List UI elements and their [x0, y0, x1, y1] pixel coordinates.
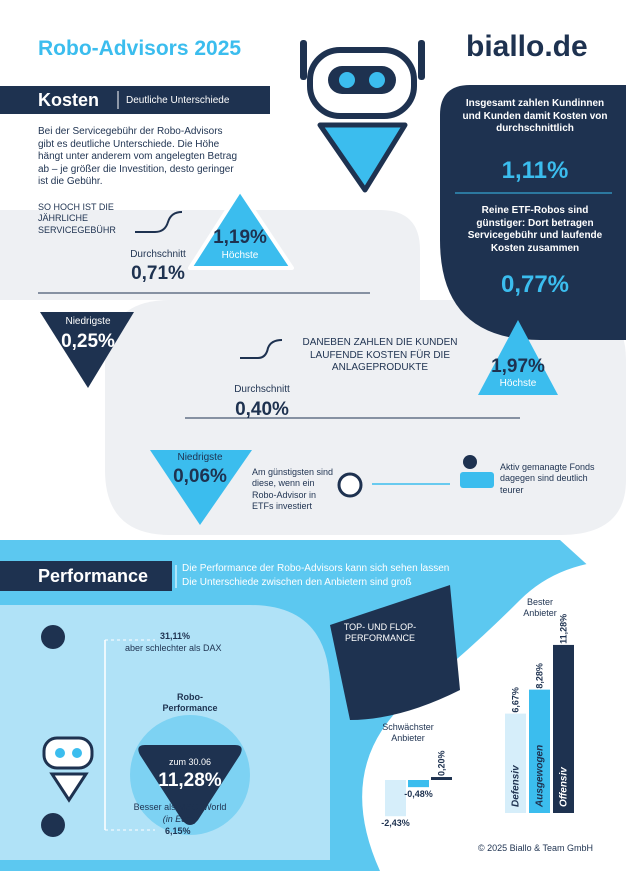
value-label: 8,28%: [535, 663, 545, 689]
value: 31,11%: [160, 631, 191, 641]
min-product-triangle: [150, 450, 252, 525]
footer: © 2025 Biallo & Team GmbH: [478, 843, 594, 853]
value: 0,71%: [131, 263, 185, 284]
flag-icon: [41, 625, 65, 649]
bar: [408, 780, 429, 788]
heading: Kosten: [38, 90, 100, 110]
curve-icon: [135, 211, 183, 233]
etf-text: Reine ETF-Robos sind günstiger: Dort bet…: [467, 205, 603, 254]
product-label: DANEBEN ZAHLEN DIE KUNDEN LAUFENDE KOSTE…: [302, 337, 458, 373]
value-label: 6,67%: [511, 687, 521, 713]
intro: Bei der Servicegebühr der Robo-Advisors …: [38, 126, 238, 187]
label: Bester Anbieter: [523, 597, 557, 619]
label: aber schlechter als DAX: [125, 643, 222, 653]
topflop-shape: [330, 585, 460, 720]
value-label: 11,28%: [559, 614, 569, 644]
value: 0,25%: [61, 331, 115, 352]
value-label: -2,43%: [381, 818, 410, 828]
navy-blob: [440, 85, 626, 340]
category-label: Offensiv: [559, 766, 570, 807]
min-fee-triangle: [40, 312, 134, 388]
active-note: Aktiv gemanagte Fonds dagegen sind deutl…: [500, 462, 595, 495]
globe-icon: [41, 813, 65, 837]
bar-chart: -2,43% -0,48% 0,20% 6,67% Defensiv 8,28% Ausge…: [381, 614, 574, 828]
subheading: Die Unterschiede zwischen den Anbietern …: [182, 577, 412, 588]
curve-icon: [240, 339, 283, 359]
fee-label: SO HOCH IST DIE JÄHRLICHE SERVICEGEBÜHR: [38, 202, 116, 235]
label: Durchschnitt: [234, 384, 290, 395]
cheapest-note: Am günstigsten sind diese, wenn ein Robo…: [252, 467, 334, 511]
label: Besser als MSCI World: [133, 802, 227, 812]
etf-value: 0,77%: [500, 271, 570, 298]
robot-icon: [42, 736, 94, 803]
robot-small: [337, 472, 363, 498]
label: Höchste: [499, 378, 537, 389]
date: zum 30.06: [168, 757, 212, 767]
kosten-bar: [0, 86, 270, 114]
value: 6,15%: [165, 826, 191, 836]
note: (in Euro): [162, 814, 198, 824]
robot-icon: [300, 40, 425, 193]
max-product-triangle: [478, 320, 558, 395]
value-label: 0,20%: [437, 750, 447, 776]
title: Robo-Advisors 2025: [38, 37, 242, 60]
performance-bar: [0, 561, 172, 591]
max-fee-triangle: [188, 188, 294, 270]
laptop-icon: [460, 472, 494, 488]
total-text: Insgesamt zahlen Kundinnen und Kunden da…: [462, 98, 608, 134]
bar: [385, 780, 406, 817]
label: Durchschnitt: [130, 249, 186, 260]
label: Niedrigste: [177, 452, 223, 463]
robo-triangle: [138, 745, 242, 825]
value: 11,28%: [158, 770, 222, 791]
category-label: Defensiv: [511, 764, 522, 807]
subheading: Die Performance der Robo-Advisors kann s…: [182, 563, 450, 574]
value: 0,06%: [173, 466, 227, 487]
label: TOP- UND FLOP-PERFORMANCE: [343, 622, 417, 644]
person-icon: [463, 455, 477, 469]
category-label: Ausgewogen: [535, 745, 546, 808]
label: Schwächster Anbieter: [382, 722, 434, 744]
label: Niedrigste: [65, 316, 111, 327]
value-label: -0,48%: [404, 789, 433, 799]
label: Höchste: [221, 250, 259, 261]
bar: [553, 644, 574, 813]
total-value: 1,11%: [501, 157, 569, 184]
bar: [431, 777, 452, 780]
heading: Performance: [38, 566, 149, 586]
value: 0,40%: [235, 399, 289, 420]
value: 1,97%: [491, 356, 545, 377]
label: Robo-Performance: [162, 692, 218, 714]
brand: biallo.de: [466, 30, 588, 63]
subheading: Deutliche Unterschiede: [126, 95, 230, 106]
bar: [529, 689, 550, 813]
bar: [505, 713, 526, 813]
value: 1,19%: [213, 227, 267, 248]
